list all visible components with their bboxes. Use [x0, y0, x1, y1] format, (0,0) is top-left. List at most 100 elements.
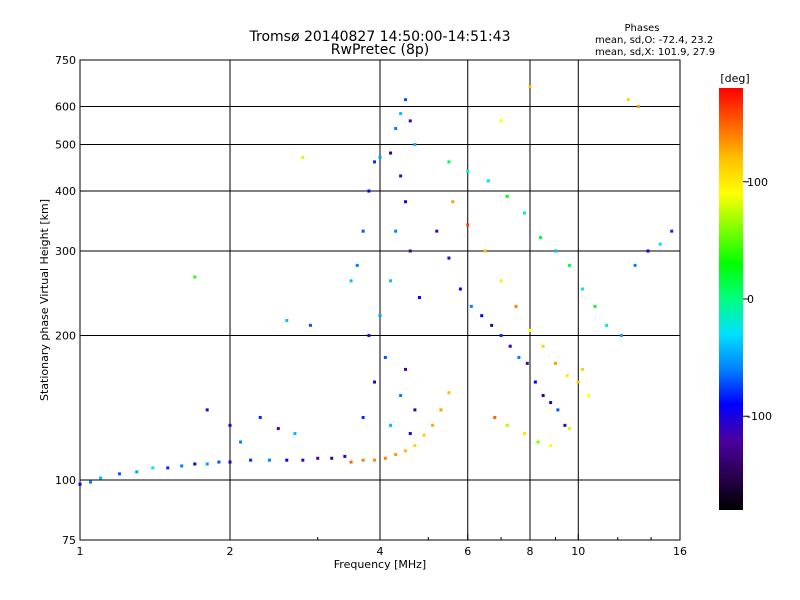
data-point	[447, 160, 451, 164]
data-point	[413, 444, 417, 448]
data-point	[373, 380, 377, 384]
data-point	[525, 361, 529, 365]
data-point	[394, 126, 398, 130]
data-point	[469, 304, 473, 308]
data-point	[403, 200, 407, 204]
data-point	[458, 287, 462, 291]
data-point	[389, 151, 393, 155]
data-point	[483, 249, 487, 253]
y-tick-label: 300	[55, 245, 76, 258]
data-point	[205, 408, 209, 412]
phases-header: Phases	[624, 23, 659, 34]
data-point	[217, 460, 221, 464]
data-point	[135, 470, 139, 474]
data-point	[403, 367, 407, 371]
data-point	[670, 229, 674, 233]
colorbar-label: [deg]	[720, 72, 749, 85]
phases-stats-x: mean, sd,X: 101.9, 27.9	[595, 47, 715, 58]
data-point	[490, 323, 494, 327]
data-point	[389, 279, 393, 283]
data-point	[193, 462, 197, 466]
data-point	[293, 432, 297, 436]
data-point	[626, 98, 630, 102]
data-point	[408, 432, 412, 436]
y-tick-label: 100	[55, 474, 76, 487]
data-point	[180, 464, 184, 468]
data-point	[205, 462, 209, 466]
data-point	[447, 391, 451, 395]
data-point	[605, 323, 609, 327]
y-axis-label: Stationary phase Virtual Height [km]	[38, 199, 51, 401]
data-point	[78, 482, 82, 486]
y-tick-label: 500	[55, 139, 76, 152]
data-point	[361, 458, 365, 462]
data-point	[422, 433, 426, 437]
data-point	[581, 367, 585, 371]
data-point	[593, 304, 597, 308]
data-point	[567, 263, 571, 267]
data-point	[413, 143, 417, 147]
data-point	[378, 314, 382, 318]
data-point	[549, 401, 553, 405]
data-point	[349, 279, 353, 283]
x-tick-label: 1	[77, 545, 84, 558]
x-tick-label: 16	[673, 545, 687, 558]
x-tick-label: 2	[227, 545, 234, 558]
data-point	[117, 472, 121, 476]
data-point	[587, 394, 591, 398]
data-point	[316, 456, 320, 460]
data-point	[301, 458, 305, 462]
data-point	[636, 105, 640, 109]
data-point	[447, 256, 451, 260]
data-point	[633, 263, 637, 267]
data-point	[541, 394, 545, 398]
data-point	[417, 296, 421, 300]
data-point	[373, 458, 377, 462]
data-point	[514, 304, 518, 308]
y-tick-label: 750	[55, 54, 76, 67]
data-point	[508, 344, 512, 348]
data-point	[480, 314, 484, 318]
data-point	[330, 456, 334, 460]
data-point	[389, 423, 393, 427]
data-point	[563, 423, 567, 427]
data-point	[394, 229, 398, 233]
data-point	[553, 249, 557, 253]
data-point	[576, 380, 580, 384]
data-point	[619, 334, 623, 338]
data-point	[517, 355, 521, 359]
data-point	[399, 394, 403, 398]
data-point	[499, 119, 503, 123]
data-point	[499, 334, 503, 338]
colorbar-tick-label: 0	[747, 293, 754, 306]
data-points	[78, 85, 674, 486]
data-point	[258, 415, 262, 419]
axis-ticks: 1 2 4 6 8 10 16 75 100 200 300 400 500 600 750	[55, 54, 687, 558]
data-point	[249, 458, 253, 462]
data-point	[413, 408, 417, 412]
data-point	[285, 318, 289, 322]
data-point	[493, 415, 497, 419]
data-point	[499, 279, 503, 283]
data-point	[403, 98, 407, 102]
data-point	[285, 458, 289, 462]
x-tick-label: 6	[464, 545, 471, 558]
data-point	[99, 476, 103, 480]
data-point	[567, 427, 571, 431]
data-point	[403, 449, 407, 453]
colorbar-ticks: 100 0 -100	[743, 176, 772, 423]
data-point	[378, 155, 382, 159]
data-point	[528, 328, 532, 332]
data-point	[349, 460, 353, 464]
y-tick-label: 75	[62, 534, 76, 547]
data-point	[466, 169, 470, 173]
data-point	[533, 380, 537, 384]
data-point	[505, 423, 509, 427]
data-point	[89, 480, 93, 484]
data-point	[399, 112, 403, 116]
colorbar-tick-label: -100	[747, 410, 772, 423]
data-point	[301, 155, 305, 159]
data-point	[151, 466, 155, 470]
data-point	[394, 453, 398, 457]
